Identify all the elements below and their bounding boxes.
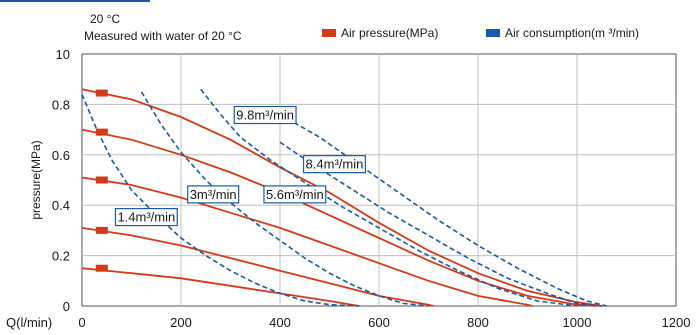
air-consumption-curve xyxy=(200,88,578,307)
temperature-label: 20 °C xyxy=(90,12,121,26)
pressure-marker xyxy=(95,128,108,136)
pressure-marker xyxy=(95,264,108,272)
air-pressure-curve xyxy=(81,88,602,307)
consumption-label-text: 3m³/min xyxy=(190,187,237,202)
y-tick-label: 0.4 xyxy=(52,198,70,213)
y-tick-label: 0.8 xyxy=(52,97,70,112)
x-tick-label: 600 xyxy=(368,315,390,330)
x-tick-label: 0 xyxy=(78,315,85,330)
y-axis-label: pressure(MPa) xyxy=(29,140,43,219)
legend-swatch xyxy=(486,29,500,37)
air-consumption-curve xyxy=(81,93,360,307)
y-tick-label: 0 xyxy=(63,299,70,314)
measurement-note: Measured with water of 20 °C xyxy=(84,29,242,43)
legend-label: Air consumption(m ³/min) xyxy=(505,26,639,40)
x-tick-label: 400 xyxy=(269,315,291,330)
consumption-label-text: 1.4m³/min xyxy=(117,210,175,225)
pressure-marker xyxy=(95,226,108,234)
y-tick-label: 10 xyxy=(56,47,70,62)
consumption-label: 3m³/min xyxy=(187,185,240,204)
consumption-label: 8.4m³/min xyxy=(302,155,366,174)
y-tick-label: 0.6 xyxy=(52,148,70,163)
air-pressure-curve xyxy=(81,267,360,307)
consumption-label-text: 8.4m³/min xyxy=(306,157,364,172)
consumption-label-box xyxy=(114,207,178,227)
consumption-label-box xyxy=(187,185,240,204)
title-fragment xyxy=(0,0,150,2)
y-tick-label: 0.2 xyxy=(52,249,70,264)
air-consumption-curve xyxy=(279,141,602,307)
legend-label: Air pressure(MPa) xyxy=(341,26,438,40)
air-consumption-curve xyxy=(140,91,429,307)
x-axis-label: Q(l/min) xyxy=(6,315,52,330)
consumption-label-text: 9.8m³/min xyxy=(236,108,294,123)
legend-swatch xyxy=(322,29,336,37)
consumption-label-box xyxy=(263,185,327,204)
air-consumption-curve xyxy=(279,113,607,307)
consumption-label-box xyxy=(233,105,297,125)
consumption-label: 9.8m³/min xyxy=(233,105,297,125)
air-pressure-curve xyxy=(81,128,597,307)
consumption-label: 5.6m³/min xyxy=(263,185,327,204)
air-pressure-curve xyxy=(81,227,434,307)
x-tick-label: 800 xyxy=(467,315,489,330)
consumption-label-text: 5.6m³/min xyxy=(266,187,324,202)
x-tick-label: 200 xyxy=(170,315,192,330)
consumption-label: 1.4m³/min xyxy=(114,207,178,227)
x-tick-label: 1000 xyxy=(563,315,592,330)
pressure-marker xyxy=(95,176,108,184)
air-pressure-curve xyxy=(81,176,533,307)
pressure-marker xyxy=(95,89,108,97)
consumption-label-box xyxy=(302,155,366,174)
x-tick-label: 1200 xyxy=(662,315,691,330)
